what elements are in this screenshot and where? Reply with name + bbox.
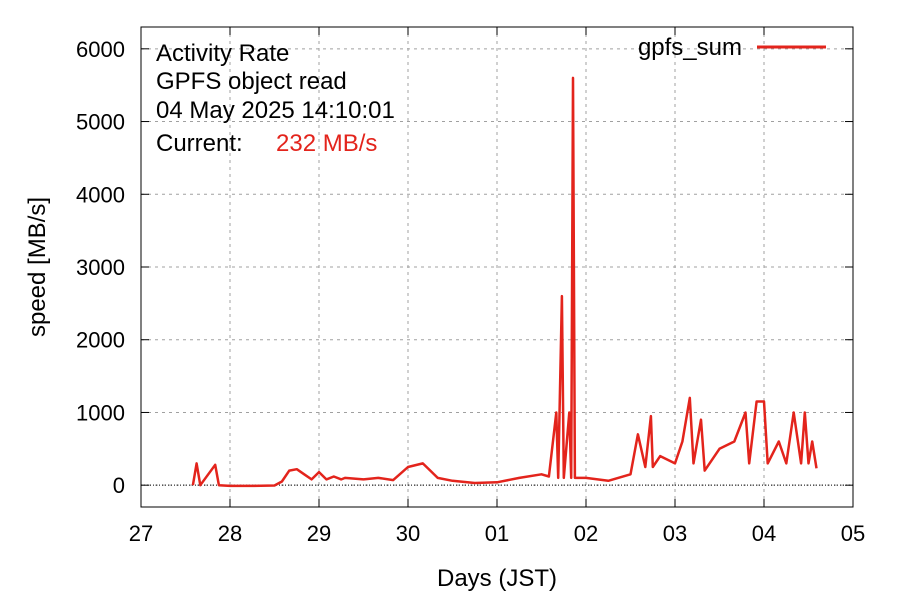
x-tick-label: 02 (574, 521, 598, 546)
y-tick-labels: 0 1000 2000 3000 4000 5000 6000 (76, 37, 125, 498)
y-tick-label: 5000 (76, 110, 125, 135)
grid (141, 27, 853, 507)
x-tick-label: 04 (752, 521, 776, 546)
x-tick-label: 30 (396, 521, 420, 546)
x-tick-label: 01 (485, 521, 509, 546)
y-tick-label: 4000 (76, 182, 125, 207)
series-line-gpfs_sum (191, 76, 818, 488)
legend-label: gpfs_sum (638, 34, 742, 61)
y-tick-label: 0 (113, 473, 125, 498)
axis-ticks (140, 27, 854, 507)
legend: gpfs_sum (638, 34, 826, 61)
y-tick-label: 3000 (76, 255, 125, 280)
series-group (191, 76, 818, 488)
x-tick-label: 03 (663, 521, 687, 546)
x-tick-label: 29 (307, 521, 331, 546)
x-tick-label: 05 (841, 521, 865, 546)
y-tick-label: 2000 (76, 328, 125, 353)
x-tick-labels: 27 28 29 30 01 02 03 04 05 (129, 521, 865, 546)
x-axis-title: Days (JST) (437, 565, 557, 592)
annotation-timestamp: 04 May 2025 14:10:01 (156, 97, 395, 124)
annotation-title: Activity Rate (156, 40, 289, 67)
annotation-current-label: Current: (156, 130, 243, 157)
y-tick-label: 6000 (76, 37, 125, 62)
x-tick-label: 27 (129, 521, 153, 546)
y-axis-title: speed [MB/s] (24, 197, 51, 337)
annotation-subtitle: GPFS object read (156, 68, 347, 95)
annotation-current-value: 232 MB/s (276, 130, 377, 157)
x-tick-label: 28 (218, 521, 242, 546)
y-tick-label: 1000 (76, 400, 125, 425)
